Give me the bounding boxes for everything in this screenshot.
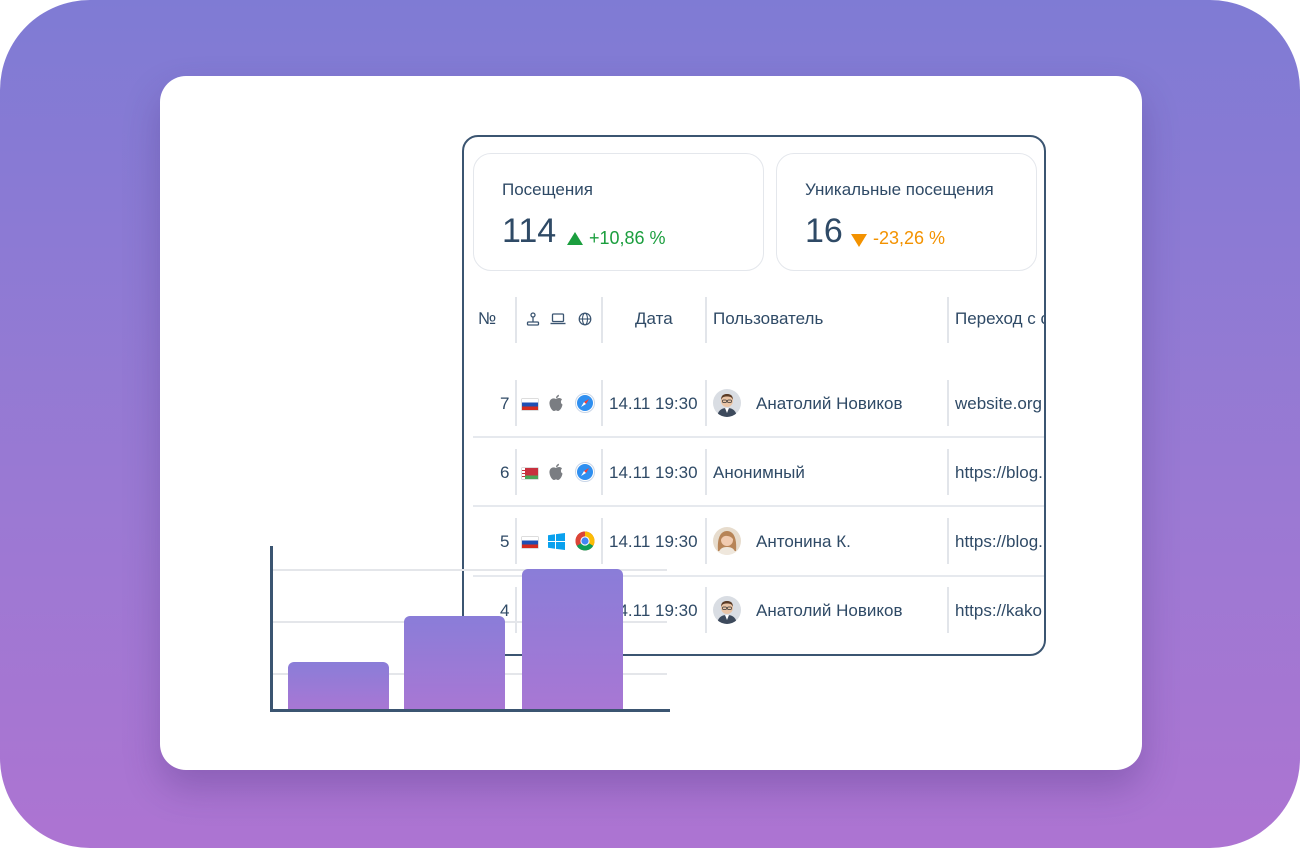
chart-x-axis bbox=[270, 709, 670, 712]
separator bbox=[601, 518, 603, 564]
chart-bar bbox=[288, 662, 389, 709]
row-referrer[interactable]: https://blog. bbox=[955, 532, 1043, 551]
row-user[interactable]: Анонимный bbox=[713, 463, 805, 482]
separator bbox=[947, 380, 949, 426]
separator bbox=[601, 449, 603, 495]
row-number: 5 bbox=[500, 532, 510, 551]
gridline bbox=[272, 569, 667, 571]
stat-change: +10,86 % bbox=[589, 228, 666, 248]
avatar[interactable] bbox=[713, 389, 741, 417]
separator bbox=[601, 297, 603, 343]
row-number: 6 bbox=[500, 463, 510, 482]
avatar[interactable] bbox=[713, 527, 741, 555]
stat-value: 16 bbox=[805, 212, 843, 250]
globe-icon bbox=[578, 312, 592, 326]
row-date: 14.11 19:30 bbox=[609, 532, 698, 551]
column-header-user[interactable]: Пользователь bbox=[713, 309, 824, 328]
separator bbox=[947, 587, 949, 633]
stat-title: Посещения bbox=[502, 180, 593, 199]
column-header-referrer[interactable]: Переход с с bbox=[955, 309, 1046, 328]
row-referrer[interactable]: https://blog. bbox=[955, 463, 1043, 482]
stat-change: -23,26 % bbox=[873, 228, 946, 248]
separator bbox=[947, 518, 949, 564]
row-number: 4 bbox=[500, 601, 510, 620]
separator bbox=[515, 449, 517, 495]
russia-flag-icon bbox=[522, 537, 538, 548]
row-number: 7 bbox=[500, 394, 510, 413]
row-date: 14.11 19:30 bbox=[609, 601, 698, 620]
apple-icon bbox=[549, 394, 563, 411]
separator bbox=[705, 297, 707, 343]
column-header-number[interactable]: № bbox=[478, 309, 497, 328]
row-date: 14.11 19:30 bbox=[609, 394, 698, 413]
stat-card-unique-visits: Уникальные посещения 16 -23,26 % bbox=[776, 153, 1037, 271]
separator bbox=[515, 380, 517, 426]
laptop-icon bbox=[550, 313, 566, 325]
chart-y-axis bbox=[270, 546, 273, 712]
chart-bar bbox=[404, 615, 505, 709]
belarus-flag-icon bbox=[522, 468, 538, 479]
separator bbox=[705, 587, 707, 633]
analytics-panel: Посещения 114 +10,86 % Уникальные посеще… bbox=[462, 135, 1046, 656]
separator bbox=[947, 449, 949, 495]
separator bbox=[705, 449, 707, 495]
stat-title: Уникальные посещения bbox=[805, 180, 994, 199]
separator bbox=[705, 518, 707, 564]
row-referrer[interactable]: website.org bbox=[955, 394, 1042, 413]
separator bbox=[515, 587, 517, 633]
row-referrer[interactable]: https://kako bbox=[955, 601, 1042, 620]
safari-icon bbox=[575, 462, 595, 482]
safari-icon bbox=[575, 393, 595, 413]
row-user[interactable]: Анатолий Новиков bbox=[756, 601, 903, 620]
row-user[interactable]: Анатолий Новиков bbox=[756, 394, 903, 413]
stat-card-visits: Посещения 114 +10,86 % bbox=[473, 153, 764, 271]
column-header-date[interactable]: Дата bbox=[635, 309, 673, 328]
arrow-down-icon bbox=[851, 234, 867, 247]
separator bbox=[601, 380, 603, 426]
windows-icon bbox=[548, 533, 565, 550]
row-user[interactable]: Антонина К. bbox=[756, 532, 851, 551]
separator bbox=[515, 297, 517, 343]
russia-flag-icon bbox=[522, 399, 538, 410]
chrome-icon bbox=[575, 531, 595, 551]
stat-value: 114 bbox=[502, 212, 557, 250]
row-divider bbox=[473, 505, 1044, 507]
separator bbox=[947, 297, 949, 343]
separator bbox=[705, 380, 707, 426]
joystick-icon bbox=[526, 312, 540, 326]
avatar[interactable] bbox=[713, 596, 741, 624]
row-date: 14.11 19:30 bbox=[609, 463, 698, 482]
row-divider bbox=[473, 436, 1044, 438]
arrow-up-icon bbox=[567, 232, 583, 245]
separator bbox=[515, 518, 517, 564]
row-divider bbox=[473, 575, 1044, 577]
apple-icon bbox=[549, 463, 563, 480]
chart-bar bbox=[522, 569, 623, 709]
